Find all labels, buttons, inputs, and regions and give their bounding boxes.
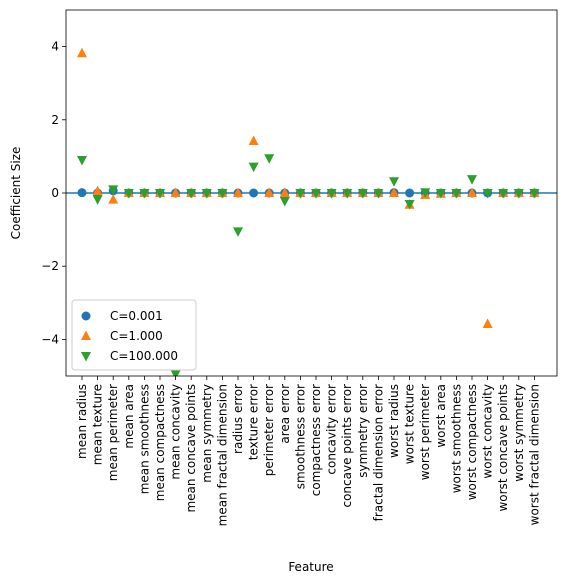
x-tick-label: concave points error bbox=[340, 384, 354, 508]
data-point bbox=[389, 187, 399, 197]
data-point bbox=[170, 187, 181, 197]
x-tick-label: worst texture bbox=[403, 384, 417, 464]
data-point bbox=[92, 185, 103, 196]
data-point bbox=[186, 189, 197, 199]
legend-label: C=100.000 bbox=[110, 349, 178, 363]
data-point bbox=[357, 189, 368, 199]
data-point bbox=[482, 318, 493, 329]
data-point bbox=[139, 189, 150, 199]
legend: C=0.001 C=1.000 C=100.000 bbox=[71, 299, 197, 371]
x-tick-label: worst smoothness bbox=[449, 384, 463, 493]
x-tick-label: mean texture bbox=[91, 384, 105, 465]
x-tick-label: perimeter error bbox=[262, 384, 276, 476]
data-point bbox=[279, 197, 290, 207]
data-point bbox=[264, 187, 275, 197]
y-tick-label: 2 bbox=[51, 113, 59, 127]
data-point bbox=[77, 156, 87, 166]
x-tick-label: worst compactness bbox=[465, 384, 479, 500]
data-point bbox=[248, 135, 259, 146]
x-tick-label: mean radius bbox=[75, 384, 89, 459]
x-tick-label: area error bbox=[278, 384, 292, 444]
data-point bbox=[295, 189, 306, 199]
x-tick-label: symmetry error bbox=[356, 384, 370, 478]
data-point bbox=[326, 189, 337, 199]
x-tick-label: concavity error bbox=[325, 384, 339, 475]
data-point bbox=[311, 189, 321, 199]
x-tick-label: mean fractal dimension bbox=[215, 384, 229, 526]
legend-label: C=0.001 bbox=[110, 309, 163, 323]
x-tick-label: mean concave points bbox=[184, 384, 198, 513]
data-point bbox=[108, 194, 119, 204]
x-tick-label: worst perimeter bbox=[418, 384, 432, 480]
data-point bbox=[201, 189, 212, 199]
data-point bbox=[123, 189, 134, 199]
data-point bbox=[217, 189, 228, 199]
y-tick-label: −2 bbox=[41, 259, 59, 273]
x-tick-label: worst area bbox=[434, 384, 448, 448]
data-point bbox=[420, 188, 431, 198]
data-point bbox=[92, 195, 103, 205]
data-point bbox=[467, 187, 477, 197]
data-point bbox=[233, 187, 243, 197]
x-tick-label: mean compactness bbox=[153, 384, 167, 501]
data-point bbox=[373, 189, 384, 199]
data-point bbox=[467, 175, 477, 185]
data-point bbox=[279, 187, 290, 197]
x-tick-label: mean smoothness bbox=[137, 384, 151, 494]
x-tick-label: radius error bbox=[231, 384, 245, 454]
x-tick-label: smoothness error bbox=[293, 384, 307, 489]
x-tick-label: fractal dimension error bbox=[371, 384, 385, 521]
data-point bbox=[451, 189, 462, 199]
data-point bbox=[482, 189, 493, 199]
data-point bbox=[77, 47, 87, 58]
legend-marker bbox=[81, 311, 91, 321]
legend-label: C=1.000 bbox=[110, 329, 163, 343]
y-axis-label: Coefficient Size bbox=[9, 147, 23, 240]
data-point bbox=[248, 162, 259, 173]
x-tick-label: texture error bbox=[247, 384, 261, 460]
data-point bbox=[435, 189, 446, 199]
data-point bbox=[405, 188, 415, 198]
x-tick-label: mean symmetry bbox=[200, 384, 214, 483]
data-point bbox=[404, 199, 415, 210]
legend-marker bbox=[81, 352, 91, 362]
y-tick-label: 0 bbox=[51, 186, 59, 200]
y-tick-label: −4 bbox=[41, 332, 59, 346]
data-point bbox=[108, 185, 119, 195]
legend-box bbox=[71, 299, 197, 371]
series-3 bbox=[77, 154, 540, 376]
data-point bbox=[342, 189, 353, 199]
data-point bbox=[233, 227, 243, 237]
x-axis-label: Feature bbox=[288, 560, 333, 574]
y-tick-label: 4 bbox=[51, 40, 59, 54]
x-tick-label: worst concavity bbox=[481, 384, 495, 479]
data-point bbox=[249, 188, 259, 198]
data-point bbox=[513, 189, 524, 199]
data-point bbox=[77, 188, 87, 198]
x-tick-label: mean perimeter bbox=[106, 384, 120, 481]
x-tick-label: mean concavity bbox=[169, 384, 183, 480]
x-tick-label: worst concave points bbox=[496, 384, 510, 512]
x-tick-label: worst radius bbox=[387, 384, 401, 458]
x-tick-label: worst fractal dimension bbox=[527, 384, 541, 525]
data-point bbox=[264, 154, 275, 164]
data-point bbox=[155, 189, 165, 199]
data-point bbox=[529, 189, 540, 199]
data-point bbox=[170, 370, 181, 376]
data-point bbox=[498, 189, 509, 199]
data-point bbox=[389, 177, 399, 187]
legend-marker bbox=[81, 330, 91, 340]
x-tick-label: mean area bbox=[122, 384, 136, 449]
x-tick-label: worst symmetry bbox=[512, 384, 526, 482]
x-tick-label: compactness error bbox=[309, 384, 323, 496]
